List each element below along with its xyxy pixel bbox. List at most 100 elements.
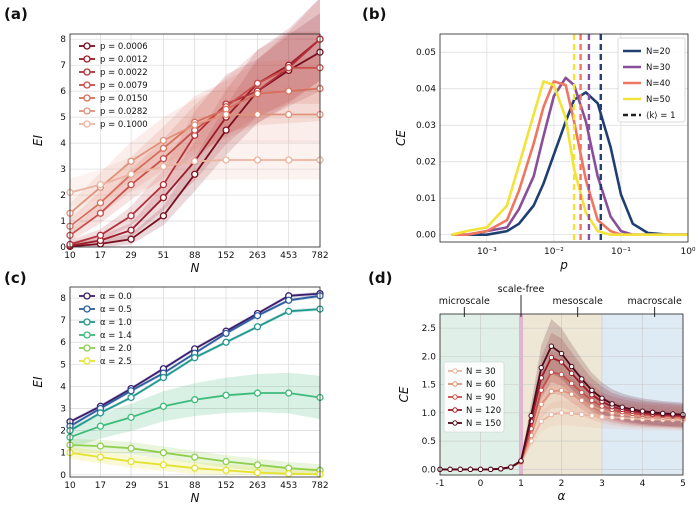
legend-label-a: p = 0.1000	[100, 120, 148, 130]
data-point-d	[558, 371, 565, 378]
legend-marker-d	[452, 420, 458, 426]
xtick-label-d: 5	[680, 479, 686, 489]
data-point-d	[568, 370, 575, 377]
data-point-c	[159, 449, 168, 457]
data-point-c	[191, 453, 199, 461]
legend-marker-a	[83, 42, 91, 50]
ytick-label-b: 0.00	[416, 231, 436, 241]
data-point-a	[127, 226, 135, 234]
legend-label-d: N = 90	[466, 393, 496, 403]
data-point-d	[609, 414, 615, 421]
data-point-c	[191, 396, 199, 404]
ytick-label-c: 8	[60, 294, 66, 304]
data-point-d	[649, 409, 656, 415]
legend-label-c: α = 1.0	[100, 318, 132, 328]
ytick-label-b: 0.03	[416, 121, 436, 131]
data-point-d	[579, 411, 585, 418]
legend-marker-c	[83, 344, 91, 352]
band-c-0	[70, 291, 320, 424]
data-point-c	[222, 457, 230, 466]
plot-frame-c	[69, 286, 321, 478]
data-point-d	[548, 388, 555, 395]
legend-label-c: α = 0.5	[100, 305, 132, 315]
data-point-d	[548, 343, 555, 349]
data-point-c	[285, 389, 293, 397]
xtick-label-a: 88	[189, 251, 201, 261]
ytick-label-d: 1.0	[422, 409, 437, 419]
data-point-a	[253, 90, 262, 98]
data-point-c	[253, 468, 262, 477]
xtick-label-c: 51	[158, 481, 169, 491]
data-point-a	[127, 212, 135, 220]
legend-marker-a	[83, 107, 91, 115]
data-point-c	[285, 470, 293, 478]
xtick-label-d: 3	[599, 479, 605, 489]
data-point-d	[589, 397, 595, 404]
band-a-4	[70, 56, 320, 234]
data-point-a	[191, 157, 199, 165]
data-point-c	[253, 461, 262, 469]
data-point-d	[619, 404, 625, 410]
legend-marker-d	[452, 381, 458, 387]
chart-b: 0.00 0.01 0.02 0.03 0.04 0.05 10⁻³ 10⁻² 10⁻¹ 10⁰ p…	[394, 33, 696, 272]
data-point-c	[127, 413, 135, 421]
data-point-a	[127, 170, 135, 178]
data-point-d	[568, 363, 575, 370]
data-point-d	[548, 411, 555, 418]
data-point-c	[127, 444, 135, 452]
ytick-label-a: 6	[60, 87, 66, 97]
ytick-label-d: 2.5	[422, 324, 436, 334]
data-point-d	[579, 389, 585, 396]
data-point-d	[467, 466, 474, 473]
data-point-c	[96, 409, 105, 417]
data-point-c	[127, 393, 135, 402]
data-point-c	[159, 402, 168, 410]
data-point-d	[568, 391, 575, 397]
data-point-d	[548, 354, 555, 361]
data-point-d	[670, 411, 676, 417]
legend-marker-c	[83, 305, 91, 313]
data-point-c	[191, 354, 199, 362]
ytick-label-c: 2	[60, 427, 66, 437]
chart-a: 0 1 2 3 4 5 6 7 8 10 17 29 51 88 152 263 453 782 N EI p = 0.…	[31, 0, 329, 275]
data-point-c	[285, 307, 293, 315]
xtick-label-b: 10⁻²	[544, 247, 564, 257]
legend-marker-a	[83, 120, 91, 128]
legend-label-d: N = 60	[466, 380, 496, 390]
data-point-d	[457, 466, 463, 473]
xtick-label-b: 10⁻³	[477, 247, 497, 257]
data-point-c	[159, 373, 168, 382]
legend-marker-d	[452, 394, 458, 400]
data-point-d	[508, 464, 514, 470]
data-point-d	[639, 408, 646, 414]
legend-label-b: N=50	[646, 95, 670, 105]
ytick-label-a: 0	[60, 243, 66, 253]
legend-label-b: N=40	[646, 79, 670, 89]
data-point-d	[548, 369, 555, 375]
y-axis-label-d: CE	[397, 386, 411, 402]
xtick-label-a: 263	[249, 251, 266, 261]
data-point-d	[538, 401, 544, 408]
xtick-label-a: 51	[158, 251, 169, 261]
legend-label-a: p = 0.0022	[100, 68, 148, 78]
xtick-label-c: 10	[64, 481, 76, 491]
data-point-a	[285, 64, 293, 72]
x-axis-label-c: N	[191, 491, 200, 505]
band-d-4	[440, 319, 683, 470]
legend-marker-c	[83, 318, 91, 326]
data-point-c	[159, 461, 168, 469]
ytick-label-d: 1.5	[422, 381, 436, 391]
data-point-a	[285, 110, 293, 119]
data-point-d	[599, 403, 605, 409]
data-point-a	[253, 156, 262, 164]
data-point-d	[589, 403, 595, 409]
data-point-d	[518, 458, 524, 464]
data-point-a	[191, 121, 199, 129]
ytick-label-c: 5	[60, 360, 66, 370]
panel-label-a: (a)	[4, 5, 28, 23]
data-point-d	[528, 412, 534, 419]
legend-label-b-k: ⟨k⟩ = 1	[646, 111, 676, 121]
legend-box-b	[617, 37, 686, 123]
ytick-label-c: 3	[60, 405, 66, 415]
